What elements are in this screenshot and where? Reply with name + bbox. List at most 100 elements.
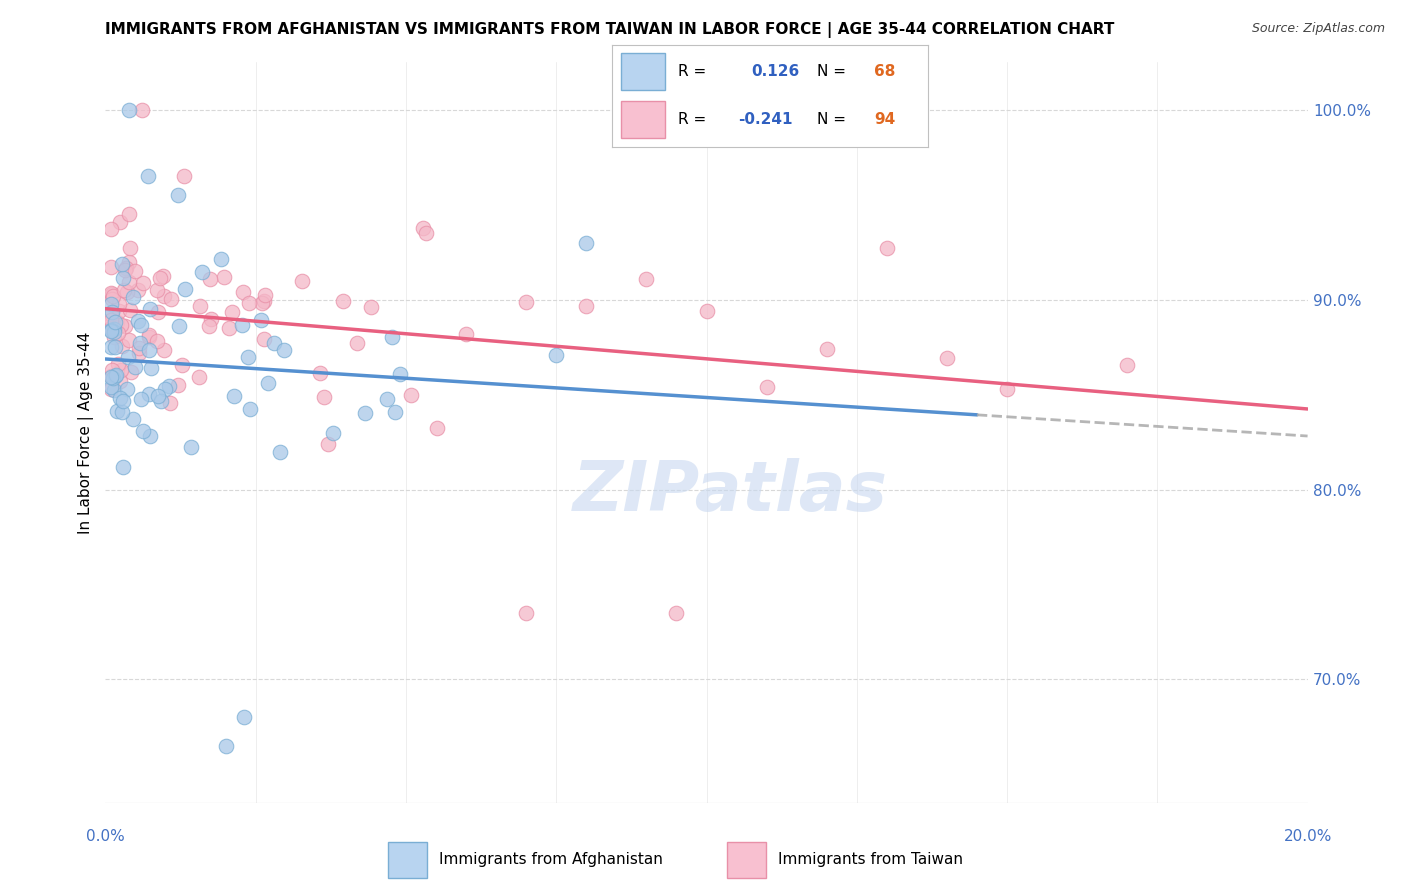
Point <box>132 424 155 438</box>
Point <box>108 391 131 405</box>
Point <box>100 221 122 235</box>
Point <box>100 307 122 321</box>
Point <box>100 379 122 393</box>
Point <box>146 283 169 297</box>
Text: -0.241: -0.241 <box>738 112 793 127</box>
Point <box>124 359 146 374</box>
Point <box>127 314 149 328</box>
Point <box>200 312 222 326</box>
Point <box>218 320 240 334</box>
Point <box>148 305 170 319</box>
Text: R =: R = <box>678 112 706 127</box>
Point <box>128 341 150 355</box>
Text: ZIPatlas: ZIPatlas <box>574 458 889 525</box>
Point <box>120 303 142 318</box>
Bar <box>727 842 766 878</box>
Point <box>360 300 382 314</box>
Point <box>152 268 174 283</box>
Point <box>103 322 125 336</box>
Point <box>112 393 135 408</box>
Point <box>115 285 138 299</box>
Point <box>110 363 132 377</box>
Point <box>114 318 136 333</box>
Point <box>180 440 202 454</box>
Point <box>120 365 142 379</box>
Point <box>139 361 162 376</box>
Point <box>149 393 172 408</box>
Point <box>188 370 211 384</box>
Point <box>170 359 193 373</box>
Text: Immigrants from Taiwan: Immigrants from Taiwan <box>778 853 963 867</box>
Point <box>100 363 122 377</box>
Point <box>273 343 295 357</box>
Point <box>100 369 122 384</box>
Point <box>118 103 141 117</box>
Point <box>256 376 278 391</box>
Point <box>936 351 959 365</box>
Point <box>138 301 160 316</box>
Point <box>153 289 176 303</box>
Point <box>254 288 277 302</box>
Point <box>104 340 127 354</box>
Point <box>139 428 162 442</box>
Point <box>318 436 340 450</box>
Point <box>111 405 134 419</box>
Point <box>253 332 276 346</box>
Point <box>375 392 398 406</box>
Text: N =: N = <box>817 63 846 78</box>
Point <box>173 169 195 184</box>
Point <box>128 346 150 360</box>
Point <box>114 262 136 277</box>
Text: IMMIGRANTS FROM AFGHANISTAN VS IMMIGRANTS FROM TAIWAN IN LABOR FORCE | AGE 35-44: IMMIGRANTS FROM AFGHANISTAN VS IMMIGRANT… <box>105 22 1115 38</box>
Point <box>876 240 898 254</box>
Point <box>127 283 149 297</box>
Point <box>138 328 160 343</box>
Point <box>575 235 598 250</box>
Point <box>232 285 254 300</box>
Point <box>515 606 537 620</box>
Point <box>153 343 176 358</box>
Point <box>815 342 838 356</box>
Point <box>118 207 141 221</box>
Text: N =: N = <box>817 112 846 127</box>
Point <box>238 295 260 310</box>
Point <box>389 368 412 382</box>
Point <box>100 305 122 319</box>
Point <box>381 329 404 343</box>
Point <box>515 295 537 310</box>
Point <box>100 339 122 353</box>
Point <box>100 313 122 327</box>
Point <box>111 271 134 285</box>
Point <box>103 383 125 397</box>
Text: 94: 94 <box>875 112 896 127</box>
Point <box>117 351 139 365</box>
Point <box>755 380 778 394</box>
Point <box>105 404 128 418</box>
Point <box>100 382 122 396</box>
Point <box>231 318 253 333</box>
Point <box>131 103 153 117</box>
Point <box>232 710 254 724</box>
Point <box>636 271 658 285</box>
Point <box>100 286 122 301</box>
Point <box>322 426 344 441</box>
Text: R =: R = <box>678 63 706 78</box>
Point <box>100 286 122 301</box>
Point <box>138 343 160 358</box>
Point <box>129 392 152 406</box>
Point <box>108 374 131 388</box>
Point <box>415 226 437 240</box>
Point <box>105 315 128 329</box>
Point <box>101 370 124 384</box>
Y-axis label: In Labor Force | Age 35-44: In Labor Force | Age 35-44 <box>79 332 94 533</box>
Point <box>696 304 718 318</box>
Point <box>312 390 335 404</box>
Point <box>169 318 191 333</box>
Point <box>159 396 181 410</box>
Point <box>103 289 125 303</box>
Point <box>117 333 139 347</box>
Point <box>100 317 122 331</box>
Point <box>104 315 127 329</box>
Point <box>167 378 190 392</box>
Point <box>575 299 598 313</box>
